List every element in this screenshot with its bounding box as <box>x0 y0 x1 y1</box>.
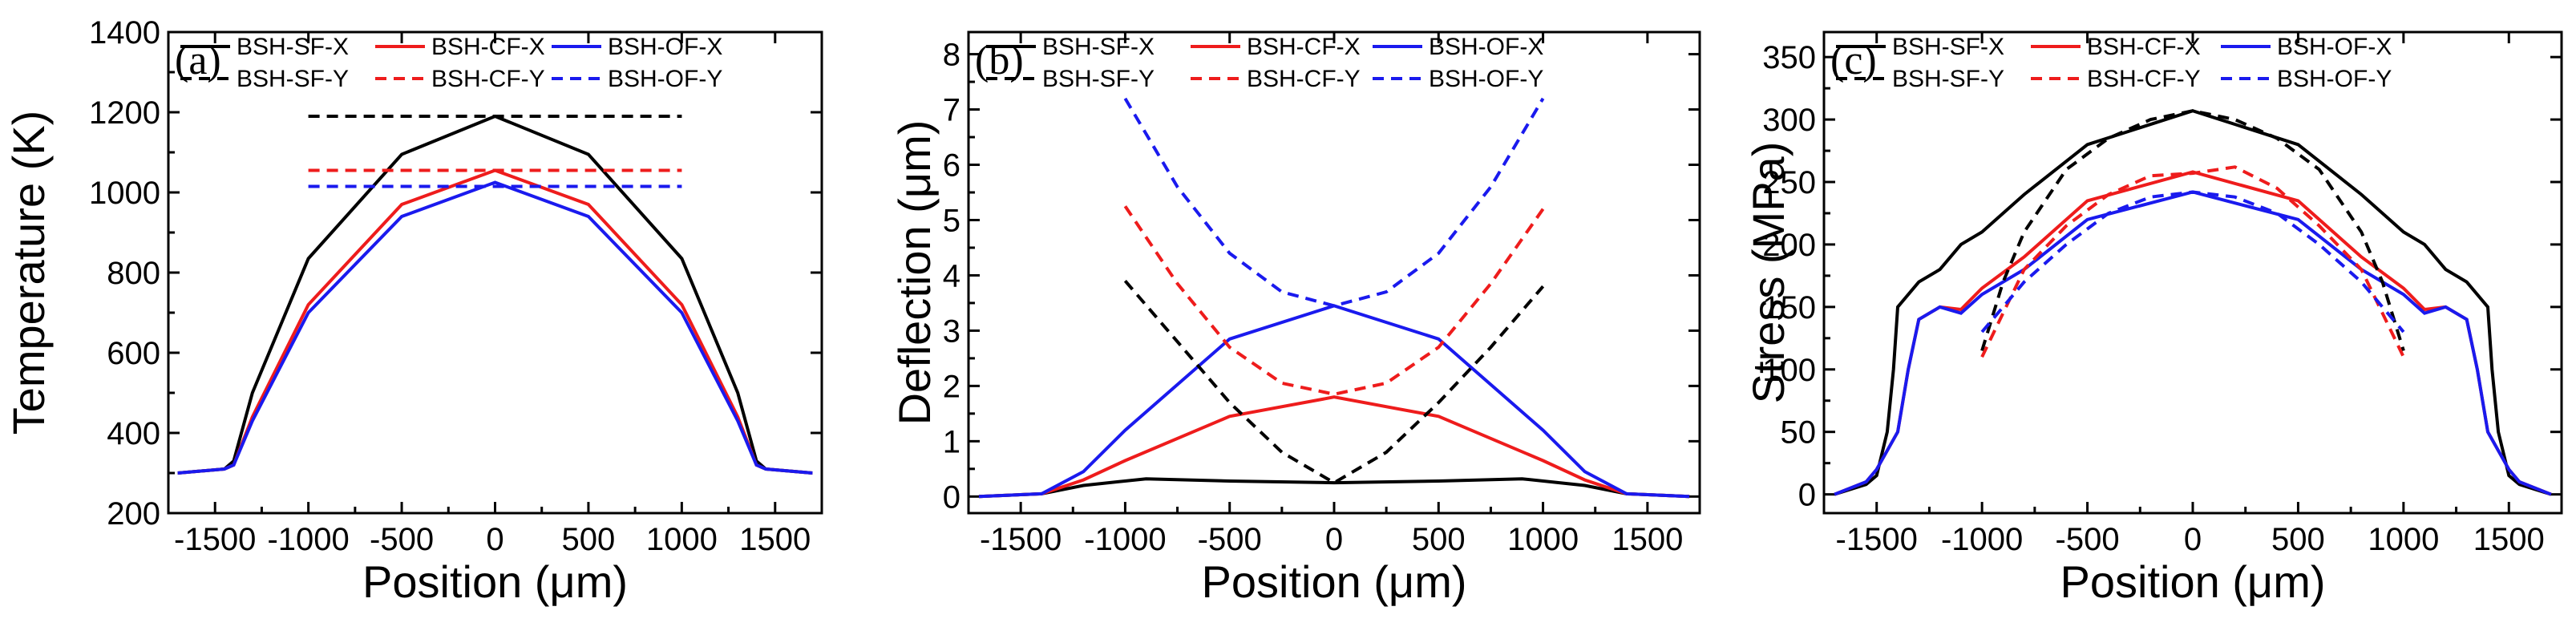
y-axis-title: Deflection (μm) <box>889 120 940 426</box>
x-tick-label: -500 <box>2056 522 2120 557</box>
legend-label: BSH-SF-X <box>1892 34 2004 60</box>
legend-label: BSH-CF-Y <box>2087 66 2201 92</box>
y-axis-title: Stress (MPa) <box>1743 142 1793 404</box>
legend-label: BSH-CF-X <box>2087 34 2201 60</box>
y-tick-label: 150 <box>1762 290 1816 326</box>
x-tick-label: 500 <box>562 522 616 557</box>
y-tick-label: 1400 <box>89 15 160 51</box>
series-line-bsh-sf-x <box>978 477 1690 499</box>
series-line-bsh-sf-y <box>1980 109 2405 351</box>
legend-label: BSH-SF-Y <box>237 66 349 92</box>
panel-c: -1500 -1000 -500 0 500 1000 1500 0 50 100 150 200 25… <box>1743 30 2563 607</box>
panel-label: (c) <box>1830 38 1877 83</box>
y-tick-label: 800 <box>107 256 160 291</box>
series-line-bsh-cf-x <box>1834 170 2552 496</box>
y-tick-label: 1000 <box>89 176 160 211</box>
series-line-bsh-cf-y <box>1980 165 2405 358</box>
y-tick-label: 5 <box>943 203 960 238</box>
y-tick-label: 1200 <box>89 95 160 131</box>
y-tick-label: 0 <box>1798 478 1816 513</box>
x-tick-label: 0 <box>2184 522 2202 557</box>
panel-b: -1500 -1000 -500 0 500 1000 1500 0 1 2 3 4 5 6 7 8 Posit… <box>889 30 1701 607</box>
x-tick-label: 0 <box>1325 522 1343 557</box>
legend-label: BSH-SF-Y <box>1042 66 1155 92</box>
series-line-bsh-of-x <box>1834 190 2552 496</box>
y-tick-label: 600 <box>107 336 160 371</box>
legend-label: BSH-OF-Y <box>2277 66 2392 92</box>
x-tick-label: 1500 <box>739 522 811 557</box>
x-tick-label: 500 <box>2271 522 2325 557</box>
x-tick-label: -1000 <box>1941 522 2023 557</box>
legend-label: BSH-SF-X <box>237 34 349 60</box>
series-line-bsh-cf-x <box>978 395 1690 499</box>
series-line-bsh-cf-x <box>177 168 813 475</box>
x-tick-label: -1000 <box>267 522 349 557</box>
y-tick-label: 250 <box>1762 165 1816 200</box>
x-tick-label: 1000 <box>2368 522 2439 557</box>
panel-label: (a) <box>175 38 221 83</box>
series-line-bsh-of-x <box>177 180 813 475</box>
y-tick-label: 350 <box>1762 40 1816 75</box>
legend-label: BSH-CF-Y <box>431 66 545 92</box>
y-tick-label: 4 <box>943 258 960 293</box>
x-tick-label: 0 <box>486 522 503 557</box>
legend-label: BSH-CF-X <box>1247 34 1361 60</box>
series-line-bsh-sf-x <box>1834 109 2552 496</box>
panel-label: (b) <box>975 38 1024 83</box>
legend-label: BSH-SF-X <box>1042 34 1155 60</box>
series-line-bsh-of-y <box>1980 190 2405 334</box>
y-tick-label: 100 <box>1762 353 1816 388</box>
x-tick-label: 1500 <box>1612 522 1683 557</box>
legend-label: BSH-OF-X <box>608 34 722 60</box>
y-tick-label: 2 <box>943 369 960 404</box>
plot-frame <box>967 30 1701 515</box>
legend-label: BSH-OF-Y <box>608 66 722 92</box>
legend-label: BSH-CF-Y <box>1247 66 1361 92</box>
legend-label: BSH-OF-Y <box>1429 66 1543 92</box>
x-tick-label: -1500 <box>1836 522 1918 557</box>
series-line-bsh-of-y <box>1123 97 1545 308</box>
x-tick-label: 1500 <box>2473 522 2545 557</box>
y-tick-label: 200 <box>1762 228 1816 263</box>
legend-label: BSH-SF-Y <box>1892 66 2004 92</box>
x-tick-label: 500 <box>1412 522 1466 557</box>
y-tick-label: 0 <box>943 479 960 515</box>
x-axis-title: Position (μm) <box>1202 556 1467 607</box>
legend-label: BSH-CF-X <box>431 34 545 60</box>
series-line-bsh-sf-y <box>1123 279 1545 485</box>
y-tick-label: 1 <box>943 424 960 459</box>
x-tick-label: 1000 <box>1507 522 1579 557</box>
y-tick-label: 3 <box>943 313 960 349</box>
y-axis-title: Temperature (K) <box>3 111 54 435</box>
legend-label: BSH-OF-X <box>2277 34 2392 60</box>
panel-a: -1500 -1000 -500 0 500 1000 1500 200 400 600 800 10… <box>3 15 823 607</box>
x-tick-label: -1500 <box>174 522 256 557</box>
x-tick-label: 1000 <box>646 522 718 557</box>
y-tick-label: 200 <box>107 496 160 532</box>
x-tick-label: -500 <box>1198 522 1262 557</box>
legend-label: BSH-OF-X <box>1429 34 1543 60</box>
series-line-bsh-cf-y <box>1123 205 1545 396</box>
x-axis-title: Position (μm) <box>362 556 628 607</box>
y-tick-label: 6 <box>943 148 960 184</box>
y-tick-label: 300 <box>1762 103 1816 138</box>
y-tick-label: 50 <box>1781 415 1817 451</box>
y-tick-label: 7 <box>943 93 960 128</box>
x-axis-title: Position (μm) <box>2060 556 2326 607</box>
plot-frame <box>167 30 823 515</box>
series-line-bsh-of-x <box>978 304 1690 499</box>
y-tick-label: 8 <box>943 38 960 73</box>
x-tick-label: -1000 <box>1084 522 1166 557</box>
x-tick-label: -1500 <box>980 522 1062 557</box>
y-tick-label: 400 <box>107 416 160 451</box>
x-tick-label: -500 <box>370 522 434 557</box>
